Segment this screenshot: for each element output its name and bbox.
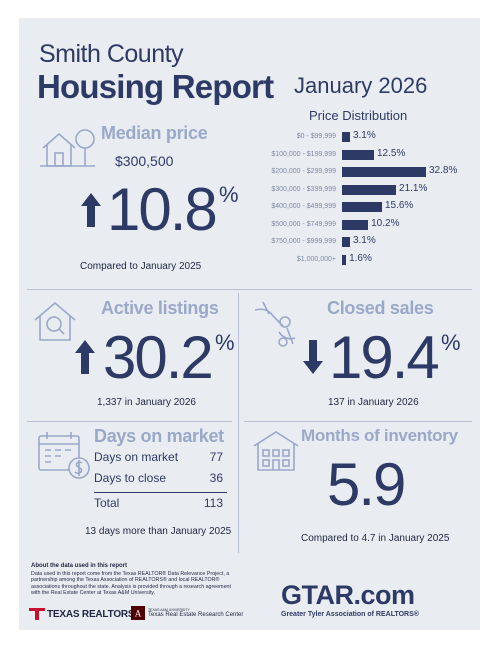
distribution-bar [342, 184, 397, 195]
distribution-bar [342, 167, 426, 177]
dom-row-total: Total 113 [94, 496, 229, 510]
dom-note: 13 days more than January 2025 [85, 526, 232, 537]
building-icon [251, 428, 301, 479]
distribution-row: $750,000 - $999,999 3.1% [271, 235, 474, 249]
months-inventory-label: Months of inventory [301, 426, 458, 445]
magnifier-house-icon [33, 300, 77, 349]
report-title: Housing Report [37, 68, 274, 105]
distribution-row: $300,000 - $399,999 21.1% [271, 182, 474, 197]
price-distribution-title: Price Distribution [309, 108, 408, 123]
distribution-category-label: $400,000 - $499,999 [271, 203, 336, 210]
closed-pct-sign: % [441, 330, 461, 355]
distribution-row: $100,000 - $199,999 12.5% [271, 147, 474, 162]
distribution-category-label: $1,000,000+ [296, 255, 336, 263]
median-up-arrow-icon [81, 193, 101, 232]
distribution-category-label: $300,000 - $399,999 [271, 185, 336, 193]
house-tree-icon [39, 126, 97, 175]
tamu-center-text: Texas Real Estate Research Center [148, 612, 244, 618]
distribution-value-label: 15.6% [384, 200, 414, 211]
median-price-label: Median price [101, 123, 208, 143]
median-change: 10.8 [107, 176, 218, 243]
tamu-logo: A TEXAS A&M UNIVERSITY Texas Real Estate… [131, 606, 243, 620]
distribution-bar [342, 237, 350, 247]
dom-row-days-to-close: Days to close 36 [94, 471, 229, 485]
dom-row-value: 77 [209, 450, 223, 464]
calendar-dollar-icon [37, 430, 93, 485]
svg-text:A: A [135, 609, 142, 619]
distribution-value-label: 3.1% [352, 130, 376, 141]
distribution-row: $200,000 - $299,999 32.8% [271, 165, 474, 179]
distribution-category-label: $0 - $99,999 [296, 133, 336, 140]
closed-sales-label: Closed sales [327, 298, 434, 318]
gtar-logo[interactable]: GTAR.com [281, 580, 415, 611]
median-price-value: $300,500 [115, 153, 174, 169]
tamu-small-text: TEXAS A&M UNIVERSITY [148, 608, 190, 612]
distribution-category-label: $100,000 - $199,999 [271, 150, 336, 158]
active-listings-label: Active listings [101, 298, 219, 318]
dom-total-divider [94, 492, 227, 493]
tamu-mark-icon: A [131, 606, 145, 620]
about-title: About the data used in this report [31, 563, 128, 569]
texas-realtors-text: TEXAS REALTORS [47, 608, 135, 620]
days-on-market-label: Days on market [94, 426, 224, 446]
months-inventory-note: Compared to 4.7 in January 2025 [301, 533, 450, 544]
distribution-value-label: 12.5% [377, 147, 406, 159]
active-change: 30.2 [103, 324, 214, 391]
dom-row-days-on-market: Days on market 77 [94, 450, 229, 464]
texas-realtors-logo: TEXAS REALTORS [29, 608, 135, 620]
closed-change: 19.4 [329, 324, 440, 391]
gtar-tagline: Greater Tyler Association of REALTORS® [281, 611, 419, 618]
dom-total-value: 113 [203, 496, 223, 510]
dom-row-name: Days to close [94, 471, 167, 485]
distribution-value-label: 32.8% [429, 165, 458, 176]
active-pct-sign: % [215, 330, 235, 355]
distribution-bar [342, 254, 347, 265]
distribution-row: $0 - $99,999 3.1% [274, 130, 474, 144]
distribution-row: $500,000 - $749,999 10.2% [271, 217, 474, 232]
distribution-bar [342, 202, 382, 212]
months-inventory-value: 5.9 [327, 451, 406, 518]
divider-middle-left [27, 421, 232, 422]
distribution-row: $400,000 - $499,999 15.6% [271, 200, 474, 214]
median-note: Compared to January 2025 [80, 261, 202, 272]
about-text: Data used in this report come from the T… [31, 571, 231, 597]
distribution-value-label: 10.2% [371, 217, 400, 229]
distribution-value-label: 1.6% [349, 252, 372, 264]
distribution-category-label: $500,000 - $749,999 [271, 220, 336, 228]
distribution-category-label: $750,000 - $999,999 [271, 238, 336, 245]
key-hand-icon [253, 298, 303, 355]
distribution-value-label: 3.1% [352, 235, 376, 246]
dom-total-label: Total [94, 496, 120, 510]
closed-note: 137 in January 2026 [328, 397, 419, 408]
county-title: Smith County [39, 40, 184, 68]
dom-row-value: 36 [209, 471, 223, 485]
closed-down-arrow-icon [303, 340, 323, 379]
gtar-logo-text: GTAR.com [281, 580, 415, 610]
divider-middle-right [244, 421, 472, 422]
divider-top [27, 289, 472, 290]
texas-realtors-mark-icon [29, 608, 45, 620]
active-note: 1,337 in January 2026 [97, 397, 196, 408]
report-page: Smith County Housing Report January 2026… [19, 18, 480, 630]
dom-row-name: Days on market [94, 450, 179, 464]
median-pct-sign: % [219, 182, 239, 207]
active-up-arrow-icon [75, 340, 95, 379]
distribution-bar [342, 149, 374, 160]
distribution-value-label: 21.1% [399, 182, 428, 194]
divider-vertical [238, 293, 239, 553]
distribution-bar [342, 132, 350, 142]
report-month: January 2026 [294, 73, 428, 98]
distribution-row: $1,000,000+ 1.6% [274, 253, 474, 267]
distribution-bar [342, 219, 369, 230]
distribution-category-label: $200,000 - $299,999 [271, 168, 336, 175]
